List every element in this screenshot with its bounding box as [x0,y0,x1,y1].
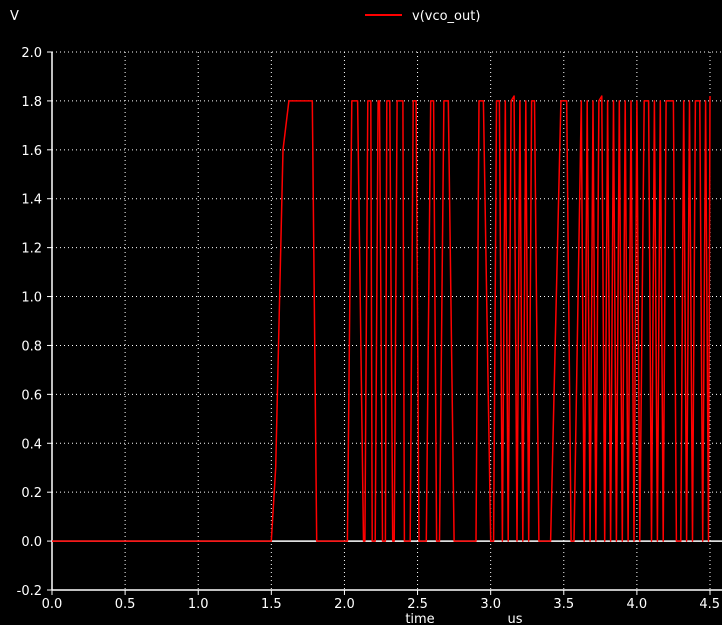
series-group [52,95,711,542]
y-tick-label: 0.6 [21,388,42,403]
y-tick-label: 1.2 [21,242,42,257]
x-tick-label: 1.0 [188,597,209,612]
x-unit-label: us [507,612,522,625]
y-tick-label: 0.8 [21,339,42,354]
y-tick-label: 0.4 [21,437,42,452]
y-tick-label: 1.6 [21,144,42,159]
x-tick-label: 3.0 [480,597,501,612]
x-tick-label: 1.5 [261,597,282,612]
y-tick-label: -0.2 [17,584,42,599]
x-tick-label: 3.5 [553,597,574,612]
y-tick-label: 1.0 [21,291,42,306]
x-tick-label: 2.0 [334,597,355,612]
x-axis-label: time [405,612,434,625]
legend: v(vco_out) [365,9,480,24]
y-tick-label: 1.4 [21,193,42,208]
x-tick-label: 4.5 [699,597,720,612]
x-tick-label: 0.5 [115,597,136,612]
legend-label: v(vco_out) [412,9,480,24]
y-tick-label: 0.0 [21,535,42,550]
x-tick-label: 0.0 [42,597,63,612]
x-tick-label: 2.5 [407,597,428,612]
x-tick-labels: 0.0 0.5 1.0 1.5 2.0 2.5 3.0 3.5 4.0 4.5 [42,597,720,612]
y-unit-label: V [10,9,19,24]
x-tick-label: 4.0 [627,597,648,612]
y-tick-label: 0.2 [21,486,42,501]
grid [52,51,722,590]
y-tick-label: 1.8 [21,95,42,110]
series-line [52,95,711,542]
y-tick-label: 2.0 [21,46,42,61]
y-tick-labels: -0.2 0.0 0.2 0.4 0.6 0.8 1.0 1.2 1.4 1.6 1.8 2.0 [17,46,42,599]
